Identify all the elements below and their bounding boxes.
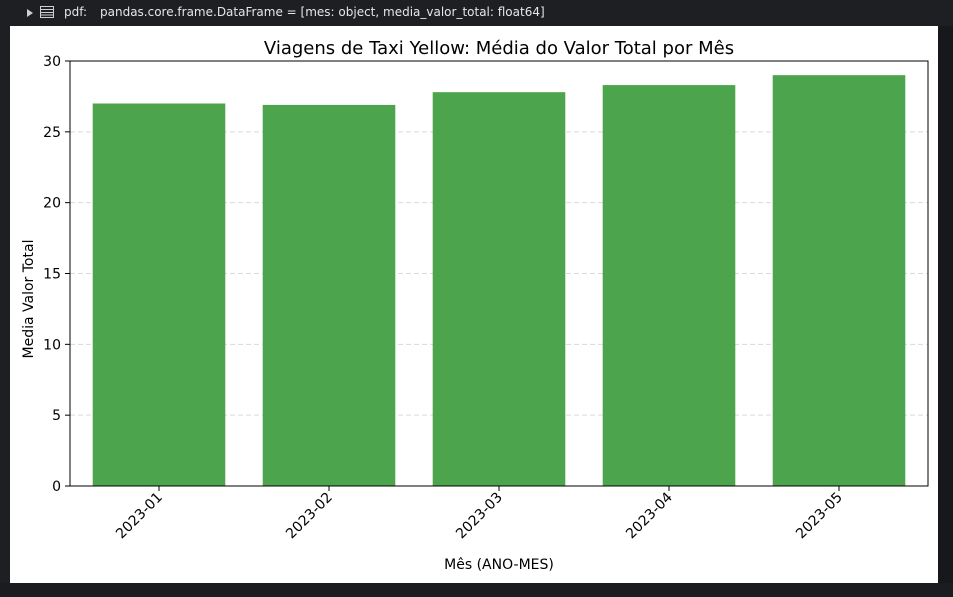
x-tick-label: 2023-01	[113, 490, 166, 543]
chart-panel: 0 5 10 15 20 25 30 2023-01 2023-02 2023-03 2023-0…	[10, 26, 938, 583]
scrollbar-gutter	[938, 26, 953, 583]
expand-toggle[interactable]	[25, 7, 35, 19]
x-tick-label: 2023-03	[453, 490, 506, 543]
y-tick-label: 10	[43, 337, 61, 353]
cell-bottom-edge	[0, 583, 953, 597]
bar-2023-02	[262, 104, 396, 487]
y-tick-label: 15	[43, 267, 61, 283]
x-tick-label: 2023-04	[623, 489, 676, 542]
chart-title: Viagens de Taxi Yellow: Média do Valor T…	[264, 38, 734, 59]
y-tick-label: 20	[43, 196, 61, 212]
x-axis-ticks: 2023-01 2023-02 2023-03 2023-04 2023-05	[113, 486, 846, 542]
x-axis-label: Mês (ANO-MES)	[444, 557, 554, 573]
y-axis-label: Media Valor Total	[21, 240, 37, 359]
bar-2023-04	[602, 85, 736, 487]
y-tick-label: 5	[52, 408, 61, 424]
bars	[92, 75, 906, 487]
bar-2023-03	[432, 92, 566, 487]
x-tick-label: 2023-05	[793, 490, 846, 543]
y-tick-label: 30	[43, 54, 61, 70]
bar-2023-05	[772, 75, 906, 486]
bar-2023-01	[92, 103, 226, 486]
dataframe-output-header: pdf: pandas.core.frame.DataFrame = [mes:…	[0, 0, 953, 26]
y-axis-ticks: 0 5 10 15 20 25 30	[43, 54, 70, 495]
variable-name: pdf:	[64, 5, 88, 19]
y-tick-label: 25	[43, 125, 61, 141]
x-tick-label: 2023-02	[283, 490, 336, 543]
y-tick-label: 0	[52, 479, 61, 495]
table-icon	[40, 6, 54, 18]
variable-type-info: pandas.core.frame.DataFrame = [mes: obje…	[100, 5, 545, 19]
triangle-right-icon	[27, 9, 33, 17]
